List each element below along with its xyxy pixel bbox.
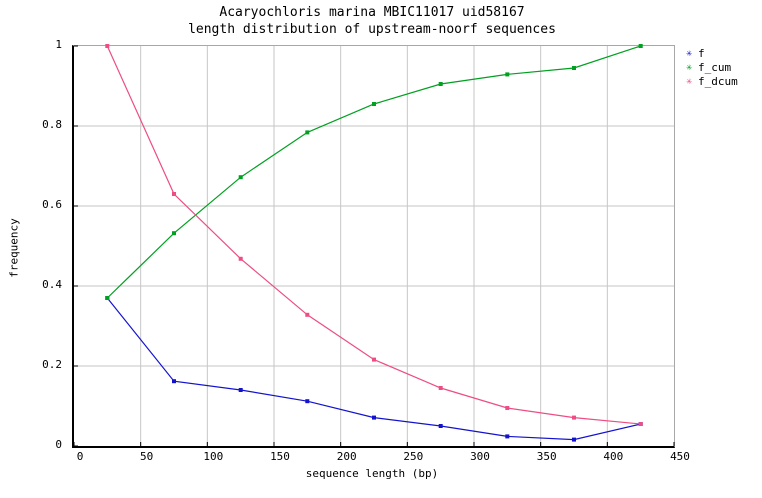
data-point-f_dcum [238,256,243,261]
y-axis-label: frequency [7,218,21,278]
data-point-f [505,434,510,439]
legend-label: f_cum [698,61,732,74]
x-tick-label: 350 [536,450,557,463]
x-tick-label: 300 [470,450,490,463]
legend-marker-icon: ✳ [685,48,693,59]
legend-marker-icon: ✳ [685,62,693,73]
data-point-f_dcum [372,357,376,362]
data-point-f_dcum [505,406,510,410]
plot-svg [73,44,675,447]
series-line-f_cum [106,45,641,299]
data-point-f_cum [105,296,110,300]
chart-title-line1: Acaryochloris marina MBIC11017 uid58167 [219,5,525,20]
data-point-f [305,399,310,404]
data-point-f [172,379,176,384]
chart-legend: ✳ f ✳ f_cum ✳ f_dcum [682,47,738,89]
data-point-f_dcum [572,415,576,420]
legend-item-f_dcum: ✳ f_dcum [682,75,738,89]
plot-area [72,44,675,448]
legend-label: f [698,47,705,60]
x-tick-label: 50 [140,450,154,463]
y-tick-label: 0.6 [42,198,62,211]
data-point-f [438,424,443,428]
x-tick-label: 250 [403,450,424,463]
data-point-f_cum [438,82,443,86]
legend-item-f_cum: ✳ f_cum [682,61,738,75]
x-tick-label: 450 [670,450,690,463]
data-point-f [572,437,576,442]
data-point-f_cum [172,231,176,236]
legend-label: f_dcum [698,75,738,88]
data-point-f_cum [238,175,243,180]
x-tick-label: 100 [203,450,224,463]
data-point-f [238,388,243,392]
y-tick-label: 0.8 [42,118,62,131]
x-tick-label: 0 [76,450,84,463]
data-point-f_cum [572,66,576,70]
data-point-f_dcum [305,312,310,317]
y-tick-label: 0.4 [42,278,62,291]
data-point-f [372,415,376,420]
x-axis-label: sequence length (bp) [305,467,439,480]
chart-title-line2: length distribution of upstream-noorf se… [188,22,556,37]
x-tick-label: 400 [603,450,624,463]
x-tick-label: 150 [270,450,290,463]
y-tick-label: 0 [55,438,62,451]
y-tick-label: 0.2 [42,358,62,371]
y-tick-label: 1 [55,38,62,51]
x-tick-label: 200 [336,450,357,463]
data-point-f_cum [372,102,376,106]
legend-item-f: ✳ f [682,47,738,61]
data-point-f_cum [305,130,310,135]
data-point-f_cum [638,44,643,48]
data-point-f_dcum [438,386,443,390]
data-point-f_dcum [172,192,176,196]
chart-title: Acaryochloris marina MBIC11017 uid58167 … [72,4,672,38]
data-point-f_cum [505,72,510,77]
data-point-f_dcum [105,44,110,48]
legend-marker-icon: ✳ [685,76,693,87]
data-point-f_dcum [638,422,643,426]
